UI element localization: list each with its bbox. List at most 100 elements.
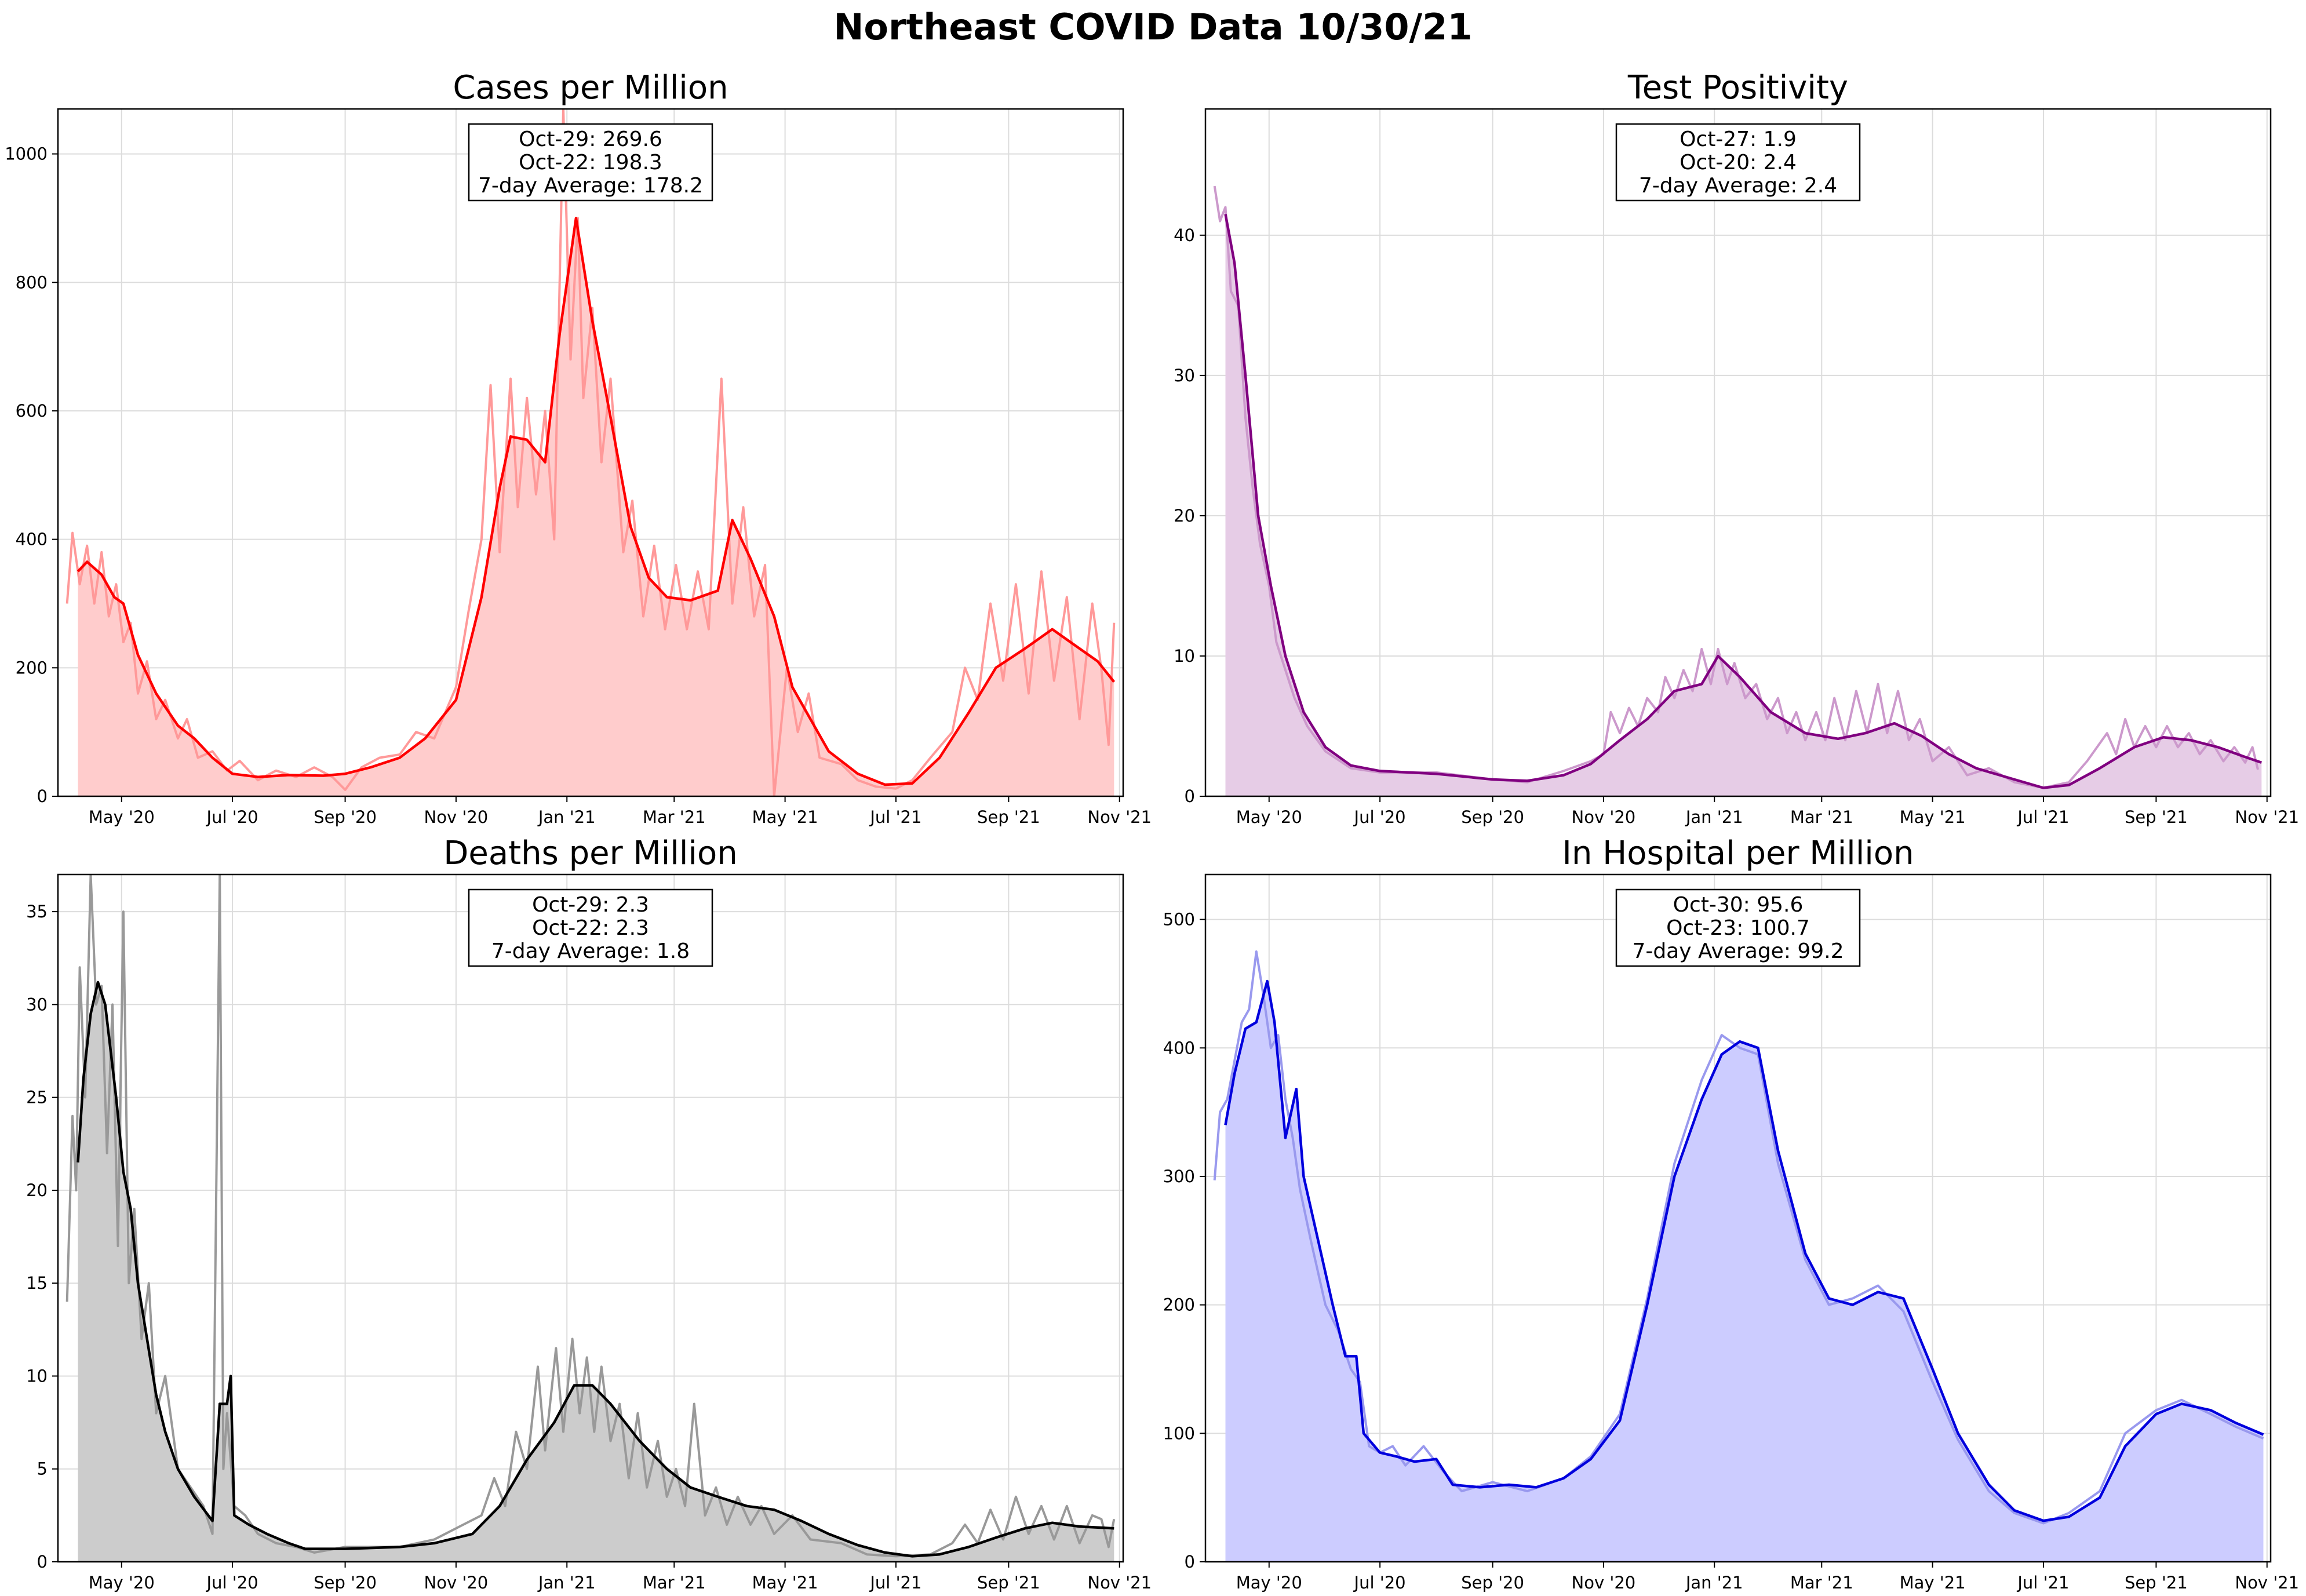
y-tick-label: 1000 xyxy=(5,144,48,164)
annotation-line: Oct-29: 269.6 xyxy=(519,127,662,151)
y-tick-label: 400 xyxy=(1163,1038,1195,1058)
chart-panel-2: May '20 Jul '20 Sep '20 Nov '20 Jan '21 Mar '… xyxy=(1174,69,2299,827)
average-series-line xyxy=(1224,214,2263,789)
y-tick-label: 0 xyxy=(1185,786,1195,806)
raw-series-line xyxy=(1213,185,2259,789)
y-tick-label: 500 xyxy=(1163,910,1195,930)
chart-panel-1: May '20 Jul '20 Sep '20 Nov '20 Jan '21 Mar '… xyxy=(5,69,1152,827)
x-tick-label: May '20 xyxy=(1236,1573,1302,1593)
x-tick-label: May '20 xyxy=(1236,807,1302,827)
y-tick-label: 600 xyxy=(16,401,48,421)
x-tick-label: Mar '21 xyxy=(1790,807,1853,827)
y-tick-label: 400 xyxy=(16,530,48,549)
plot-area xyxy=(65,109,1116,796)
x-tick-label: Sep '20 xyxy=(314,1573,377,1593)
x-tick-label: Jan '21 xyxy=(537,1573,596,1593)
x-tick-label: Jan '21 xyxy=(1685,807,1743,827)
figure-title: Northeast COVID Data 10/30/21 xyxy=(833,6,1473,48)
y-tick-label: 100 xyxy=(1163,1423,1195,1443)
x-tick-label: Sep '20 xyxy=(1461,807,1524,827)
panel-title: Deaths per Million xyxy=(443,835,737,872)
x-tick-label: Jul '20 xyxy=(206,1573,258,1593)
x-tick-label: Jul '20 xyxy=(1353,807,1406,827)
x-tick-label: Jul '21 xyxy=(869,1573,921,1593)
plot-area xyxy=(1213,950,2264,1562)
x-tick-label: Nov '20 xyxy=(1572,1573,1636,1593)
annotation-line: Oct-27: 1.9 xyxy=(1680,127,1797,151)
annotation-line: Oct-23: 100.7 xyxy=(1666,916,1810,940)
y-tick-label: 30 xyxy=(1174,366,1195,385)
y-tick-label: 20 xyxy=(26,1180,48,1200)
annotation-box xyxy=(1615,123,1861,202)
x-tick-label: Jan '21 xyxy=(537,807,596,827)
y-tick-label: 200 xyxy=(16,658,48,677)
x-tick-label: May '21 xyxy=(1900,1573,1966,1593)
y-tick-label: 15 xyxy=(26,1273,48,1293)
area-fill xyxy=(78,982,1114,1562)
x-tick-label: May '20 xyxy=(89,807,155,827)
x-tick-label: Nov '20 xyxy=(1572,807,1636,827)
x-tick-label: Jul '21 xyxy=(2016,807,2069,827)
x-tick-label: May '21 xyxy=(752,1573,818,1593)
annotation-line: Oct-22: 2.3 xyxy=(532,916,649,940)
x-tick-label: Nov '21 xyxy=(2235,807,2299,827)
x-tick-label: Nov '21 xyxy=(1087,1573,1152,1593)
annotation-line: 7-day Average: 178.2 xyxy=(478,174,703,198)
annotation-box xyxy=(468,123,713,202)
annotation-line: 7-day Average: 2.4 xyxy=(1639,174,1837,198)
annotation-line: Oct-20: 2.4 xyxy=(1680,151,1797,174)
area-fill xyxy=(1225,214,2262,796)
y-tick-label: 5 xyxy=(37,1459,48,1479)
annotation-line: 7-day Average: 1.8 xyxy=(491,939,690,963)
area-fill xyxy=(1225,981,2264,1562)
area-fill xyxy=(78,218,1114,796)
x-tick-label: May '20 xyxy=(89,1573,155,1593)
x-tick-label: Sep '20 xyxy=(1461,1573,1524,1593)
x-tick-label: Nov '20 xyxy=(424,807,489,827)
average-series-line xyxy=(76,217,1116,786)
y-tick-label: 10 xyxy=(26,1366,48,1386)
axes-frame xyxy=(57,873,1124,1563)
x-tick-label: Jul '20 xyxy=(1353,1573,1406,1593)
y-tick-label: 200 xyxy=(1163,1295,1195,1315)
y-tick-label: 20 xyxy=(1174,506,1195,526)
chart-panel-3: May '20 Jul '20 Sep '20 Nov '20 Jan '21 Mar '… xyxy=(26,835,1152,1593)
annotation-line: Oct-22: 198.3 xyxy=(519,151,662,174)
plot-area xyxy=(1213,185,2263,796)
x-tick-label: Sep '20 xyxy=(314,807,377,827)
x-tick-label: Jan '21 xyxy=(1685,1573,1743,1593)
y-tick-label: 30 xyxy=(26,994,48,1014)
panel-title: In Hospital per Million xyxy=(1562,835,1914,872)
x-tick-label: May '21 xyxy=(752,807,818,827)
plot-area xyxy=(65,874,1116,1562)
y-tick-label: 25 xyxy=(26,1088,48,1107)
y-tick-label: 0 xyxy=(1185,1552,1195,1572)
x-tick-label: Nov '20 xyxy=(424,1573,489,1593)
annotation-box xyxy=(1615,888,1861,967)
axes-frame xyxy=(1204,873,2272,1563)
y-tick-label: 40 xyxy=(1174,225,1195,245)
x-tick-label: Sep '21 xyxy=(977,807,1040,827)
annotation-line: Oct-30: 95.6 xyxy=(1673,893,1804,917)
y-tick-label: 0 xyxy=(37,1552,48,1572)
x-tick-label: May '21 xyxy=(1900,807,1966,827)
x-tick-label: Mar '21 xyxy=(643,807,706,827)
annotation-line: Oct-29: 2.3 xyxy=(532,893,649,917)
y-tick-label: 35 xyxy=(26,902,48,921)
chart-panel-4: May '20 Jul '20 Sep '20 Nov '20 Jan '21 Mar '… xyxy=(1163,835,2299,1593)
x-tick-label: Jul '20 xyxy=(206,807,258,827)
panel-title: Cases per Million xyxy=(453,69,728,107)
y-tick-label: 800 xyxy=(16,272,48,292)
raw-series-line xyxy=(65,109,1116,796)
x-tick-label: Sep '21 xyxy=(977,1573,1040,1593)
x-tick-label: Nov '21 xyxy=(1087,807,1152,827)
x-tick-label: Jul '21 xyxy=(869,807,921,827)
y-tick-label: 300 xyxy=(1163,1167,1195,1186)
axes-frame xyxy=(57,108,1124,797)
annotation-box xyxy=(468,888,713,967)
y-tick-label: 10 xyxy=(1174,646,1195,666)
y-tick-label: 0 xyxy=(37,786,48,806)
axes-frame xyxy=(1204,108,2272,797)
average-series-line xyxy=(76,981,1114,1558)
